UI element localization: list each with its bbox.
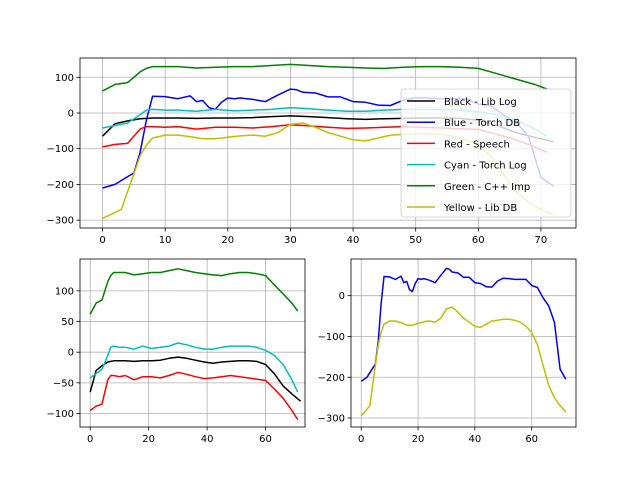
x-tick-label: 0 <box>358 434 364 445</box>
x-tick-label: 40 <box>201 434 214 445</box>
y-tick-label: −100 <box>318 332 345 343</box>
x-tick-label: 60 <box>472 235 485 246</box>
legend-label: Cyan - Torch Log <box>444 161 527 172</box>
x-tick-label: 10 <box>159 235 172 246</box>
y-tick-label: −200 <box>318 373 345 384</box>
x-tick-label: 70 <box>535 235 548 246</box>
legend-box <box>401 89 571 217</box>
x-tick-label: 20 <box>412 434 425 445</box>
x-tick-label: 0 <box>87 434 93 445</box>
y-tick-label: 50 <box>61 317 74 328</box>
x-tick-label: 60 <box>525 434 538 445</box>
y-tick-label: 0 <box>68 348 74 359</box>
y-tick-label: 100 <box>55 286 74 297</box>
legend: Black - Lib Log Blue - Torch DB Red - Spee… <box>401 89 571 217</box>
x-tick-label: 30 <box>284 235 297 246</box>
x-tick-label: 60 <box>259 434 272 445</box>
y-tick-label: −100 <box>47 409 74 420</box>
x-tick-label: 20 <box>142 434 155 445</box>
x-tick-label: 40 <box>347 235 360 246</box>
y-tick-label: −50 <box>53 378 74 389</box>
y-tick-label: 0 <box>68 109 74 120</box>
y-tick-label: 0 <box>339 291 345 302</box>
y-tick-label: −100 <box>47 144 74 155</box>
legend-label: Yellow - Lib DB <box>443 203 517 214</box>
legend-label: Green - C++ Imp <box>444 182 530 193</box>
x-tick-label: 20 <box>221 235 234 246</box>
x-tick-label: 40 <box>468 434 481 445</box>
y-tick-label: −200 <box>47 180 74 191</box>
y-tick-label: 100 <box>55 73 74 84</box>
legend-label: Red - Speech <box>444 139 510 150</box>
x-tick-label: 0 <box>99 235 105 246</box>
legend-label: Black - Lib Log <box>444 97 517 108</box>
y-tick-label: −300 <box>318 414 345 425</box>
legend-label: Blue - Torch DB <box>444 118 520 129</box>
y-tick-label: −300 <box>47 216 74 227</box>
x-tick-label: 50 <box>409 235 422 246</box>
